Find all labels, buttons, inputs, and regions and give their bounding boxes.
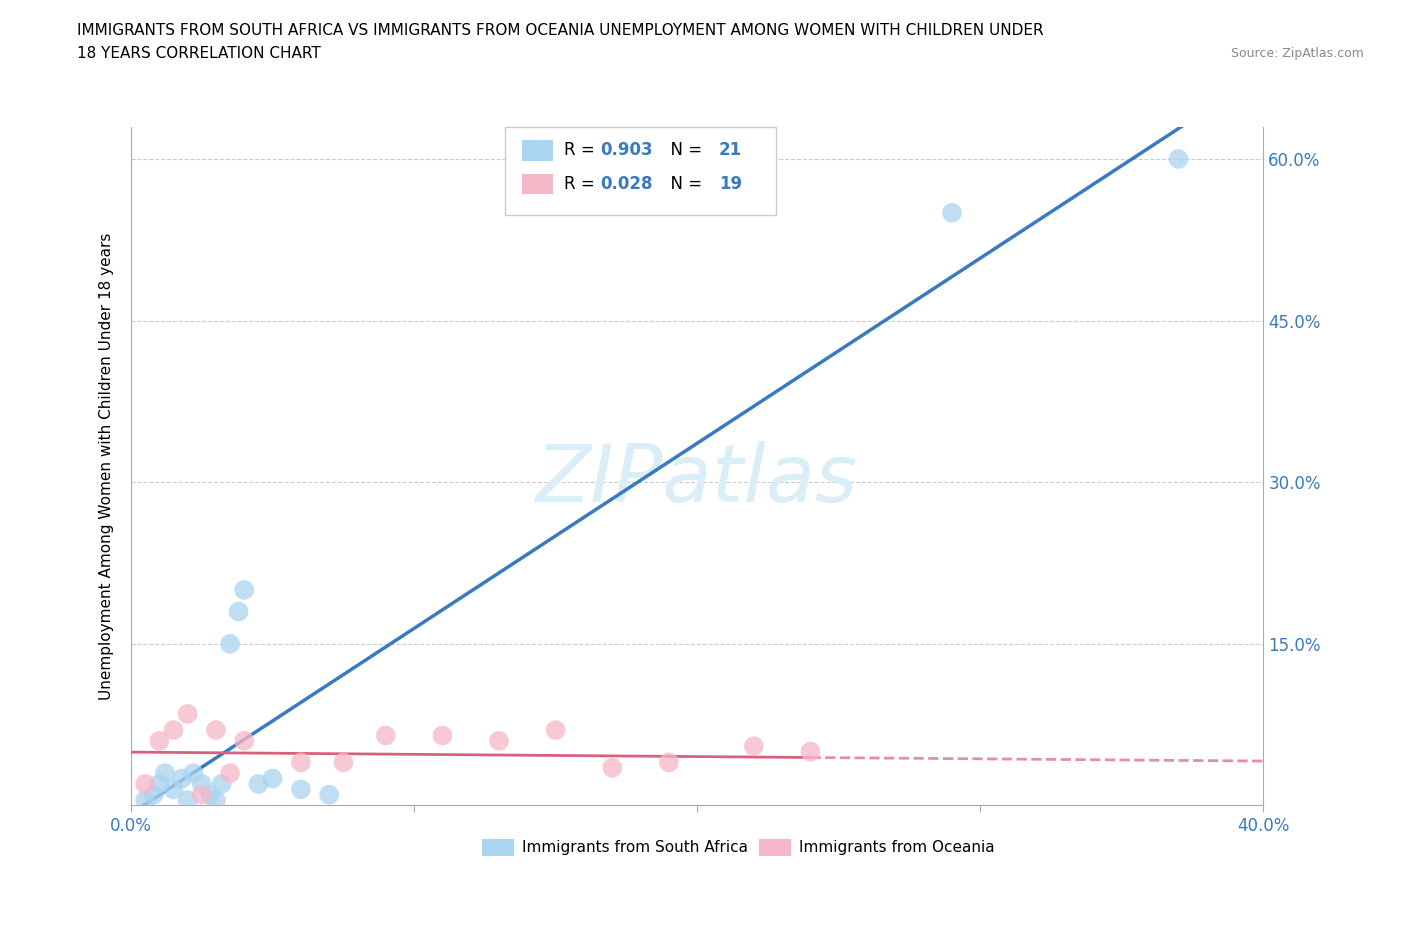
Point	[742, 738, 765, 753]
Point	[191, 788, 214, 803]
Point	[148, 777, 170, 791]
Point	[219, 636, 242, 651]
Point	[134, 777, 156, 791]
Point	[228, 604, 250, 619]
Point	[162, 723, 184, 737]
Point	[153, 765, 176, 780]
Point	[211, 777, 233, 791]
Text: Immigrants from South Africa: Immigrants from South Africa	[522, 840, 748, 855]
Point	[290, 782, 312, 797]
Point	[544, 723, 567, 737]
Point	[941, 206, 963, 220]
Point	[170, 771, 193, 786]
Point	[290, 755, 312, 770]
Point	[162, 782, 184, 797]
Point	[134, 792, 156, 807]
Point	[488, 734, 510, 749]
Point	[262, 771, 284, 786]
Text: 0.028: 0.028	[600, 176, 652, 193]
Point	[332, 755, 354, 770]
Text: ZIPatlas: ZIPatlas	[536, 441, 858, 519]
Point	[318, 788, 340, 803]
Point	[658, 755, 681, 770]
FancyBboxPatch shape	[505, 126, 776, 215]
Point	[1167, 152, 1189, 166]
Text: Source: ZipAtlas.com: Source: ZipAtlas.com	[1230, 46, 1364, 60]
Text: 19: 19	[718, 176, 742, 193]
Text: 0.903: 0.903	[600, 141, 652, 159]
Point	[799, 744, 821, 759]
Point	[233, 582, 256, 597]
Text: R =: R =	[564, 176, 599, 193]
Text: N =: N =	[659, 141, 707, 159]
Point	[181, 765, 204, 780]
Point	[247, 777, 270, 791]
Text: Immigrants from Oceania: Immigrants from Oceania	[799, 840, 994, 855]
Point	[432, 728, 454, 743]
Point	[191, 777, 214, 791]
FancyBboxPatch shape	[522, 140, 554, 161]
Point	[233, 734, 256, 749]
Point	[200, 788, 222, 803]
FancyBboxPatch shape	[482, 840, 513, 857]
Text: N =: N =	[659, 176, 707, 193]
Point	[176, 792, 198, 807]
Point	[219, 765, 242, 780]
Point	[142, 788, 165, 803]
Point	[600, 761, 623, 776]
Text: IMMIGRANTS FROM SOUTH AFRICA VS IMMIGRANTS FROM OCEANIA UNEMPLOYMENT AMONG WOMEN: IMMIGRANTS FROM SOUTH AFRICA VS IMMIGRAN…	[77, 23, 1043, 38]
Point	[374, 728, 396, 743]
FancyBboxPatch shape	[522, 174, 554, 194]
Point	[148, 734, 170, 749]
Point	[205, 792, 228, 807]
Point	[488, 819, 510, 834]
Text: 18 YEARS CORRELATION CHART: 18 YEARS CORRELATION CHART	[77, 46, 321, 61]
Text: R =: R =	[564, 141, 599, 159]
Point	[176, 707, 198, 722]
FancyBboxPatch shape	[759, 840, 792, 857]
Y-axis label: Unemployment Among Women with Children Under 18 years: Unemployment Among Women with Children U…	[100, 232, 114, 699]
Text: 21: 21	[718, 141, 742, 159]
Point	[205, 723, 228, 737]
